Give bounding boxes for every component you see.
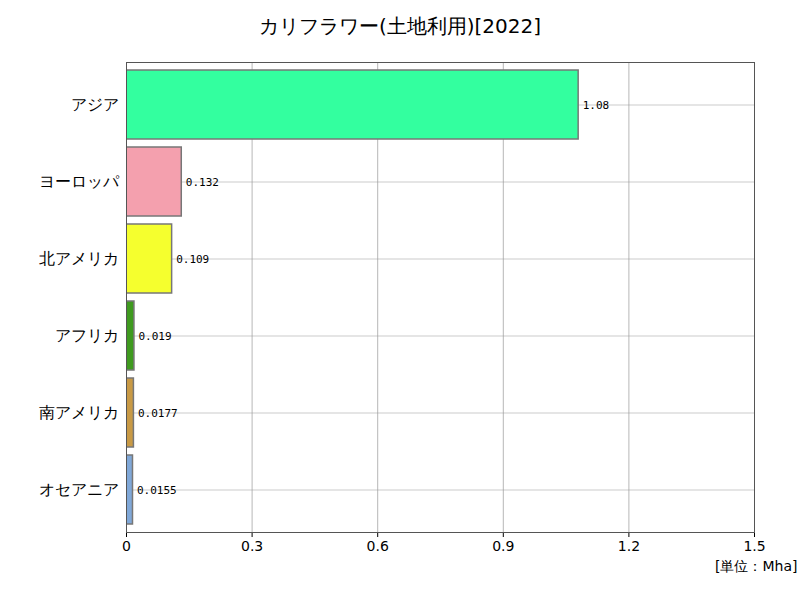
svg-text:南アメリカ: 南アメリカ [39,403,119,422]
html-text:カリフラワー(土地利用)[2022]: カリフラワー(土地利用)[2022] [258,14,541,38]
svg-text:[単位：Mha]: [単位：Mha] [715,558,797,574]
svg-text:0.019: 0.019 [138,330,171,343]
svg-text:1.2: 1.2 [618,538,640,554]
svg-text:0.0155: 0.0155 [137,484,177,497]
svg-text:アジア: アジア [71,95,119,114]
svg-text:0.6: 0.6 [367,538,389,554]
svg-text:0.132: 0.132 [186,176,219,189]
svg-text:0.3: 0.3 [241,538,263,554]
svg-text:0.109: 0.109 [176,253,209,266]
svg-text:0: 0 [122,538,131,554]
svg-text:0.9: 0.9 [492,538,514,554]
svg-text:1.08: 1.08 [583,99,610,112]
svg-text:オセアニア: オセアニア [39,480,119,499]
svg-text:北アメリカ: 北アメリカ [39,249,119,268]
svg-text:0.0177: 0.0177 [138,407,178,420]
svg-text:ヨーロッパ: ヨーロッパ [39,172,120,191]
svg-text:1.5: 1.5 [743,538,765,554]
svg-text:アフリカ: アフリカ [55,326,119,345]
